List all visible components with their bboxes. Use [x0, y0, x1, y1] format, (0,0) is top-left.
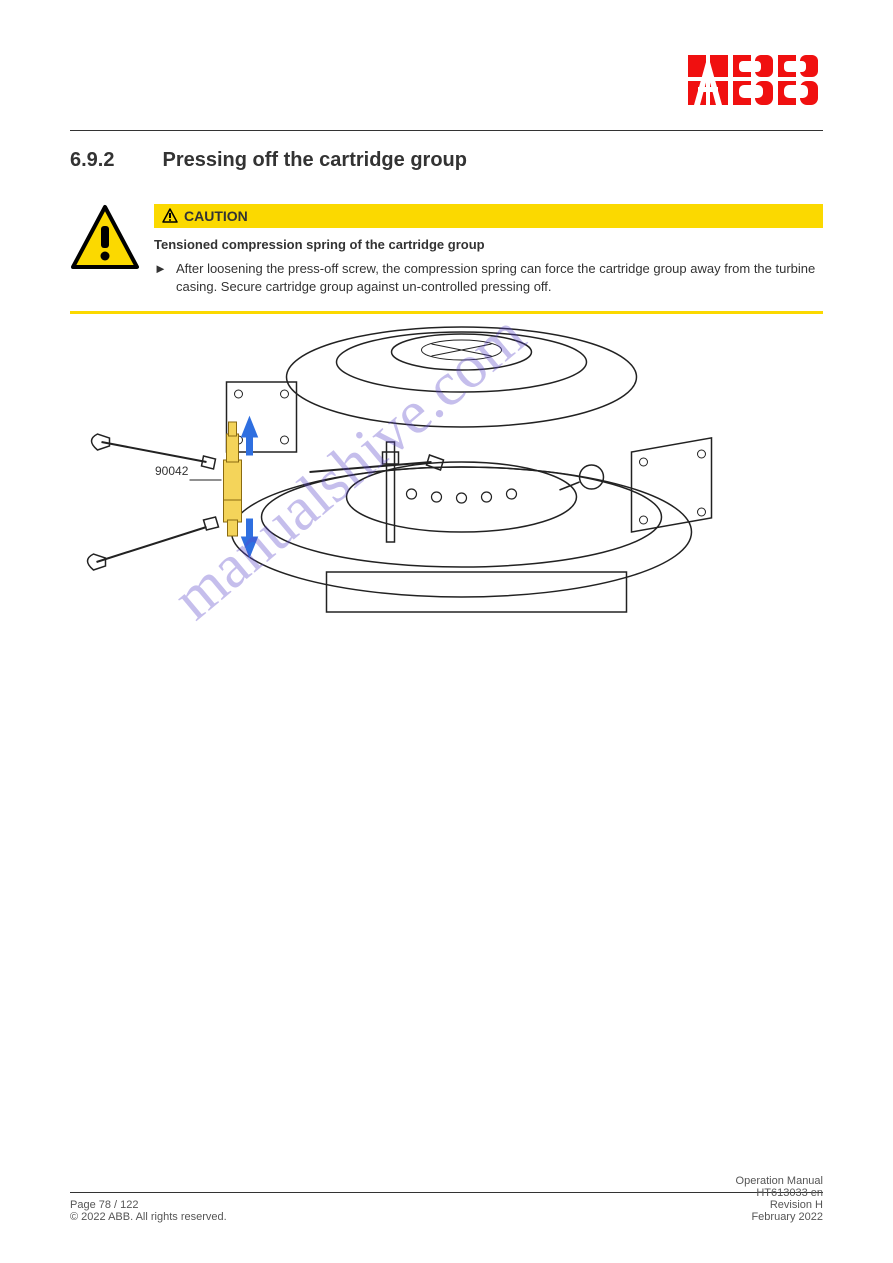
- caution-bottom-bar: [70, 311, 823, 314]
- part-label: 90042: [155, 464, 188, 478]
- caution-body: Tensioned compression spring of the cart…: [154, 228, 823, 297]
- section-title: Pressing off the cartridge group: [162, 149, 466, 172]
- footer-rev: Revision H: [736, 1199, 823, 1211]
- caution-para: Tensioned compression spring of the cart…: [154, 236, 823, 254]
- caution-bullet: After loosening the press-off screw, the…: [176, 260, 823, 296]
- footer-right: Operation Manual HT613033 en Revision H …: [736, 1175, 823, 1223]
- footer-page: Page 78 / 122: [70, 1199, 227, 1211]
- section-header: 6.9.2 Pressing off the cartridge group: [70, 131, 823, 178]
- caution-header: CAUTION: [154, 204, 823, 228]
- section-number: 6.9.2: [70, 149, 114, 172]
- abb-logo: [688, 55, 818, 105]
- caution-label: CAUTION: [184, 208, 248, 224]
- footer-date: February 2022: [736, 1211, 823, 1223]
- bullet-icon: ►: [154, 260, 176, 296]
- warning-icon: [70, 204, 140, 274]
- caution-content: CAUTION Tensioned compression spring of …: [154, 204, 823, 297]
- footer-left: Page 78 / 122 © 2022 ABB. All rights res…: [70, 1199, 227, 1223]
- figure: 90042: [70, 322, 823, 632]
- footer-doc-id: HT613033 en: [736, 1187, 823, 1199]
- footer-copyright: © 2022 ABB. All rights reserved.: [70, 1211, 227, 1223]
- caution-mini-icon: [162, 208, 178, 224]
- bottom-rule: [70, 1192, 823, 1193]
- footer-doc-title: Operation Manual: [736, 1175, 823, 1187]
- caution-block: CAUTION Tensioned compression spring of …: [70, 204, 823, 297]
